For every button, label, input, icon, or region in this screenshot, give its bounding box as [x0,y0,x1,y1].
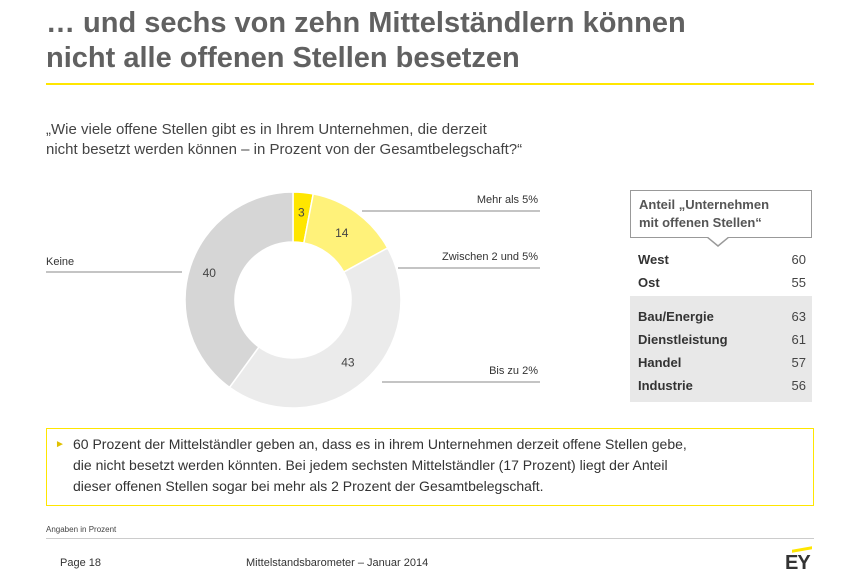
title-divider [46,83,814,85]
region-label: Ost [638,275,660,290]
donut-slice [184,191,294,389]
region-row-ost: Ost 55 [630,271,812,294]
footer-divider [46,538,814,539]
slice-value-label: 40 [203,266,217,280]
sector-row-handel: Handel 57 [630,351,812,374]
slice-category-label: Bis zu 2% [489,365,538,377]
survey-question-line2: nicht besetzt werden können – in Prozent… [46,141,523,158]
sector-table: Bau/Energie 63 Dienstleistung 61 Handel … [630,296,812,402]
sector-value: 61 [791,332,806,347]
summary-text: 60 Prozent der Mittelständler geben an, … [73,434,687,497]
region-value: 55 [791,275,806,290]
region-row-west: West 60 [630,248,812,271]
sector-value: 56 [791,378,806,393]
side-panel-header: Anteil „Unternehmen mit offenen Stellen“ [630,190,812,238]
summary-line1: 60 Prozent der Mittelständler geben an, … [73,436,687,452]
footnote: Angaben in Prozent [46,525,117,534]
survey-question-line1: „Wie viele offene Stellen gibt es in Ihr… [46,121,487,138]
sector-row-industrie: Industrie 56 [630,374,812,397]
sector-row-dienstleistung: Dienstleistung 61 [630,328,812,351]
side-panel-header-line2: mit offenen Stellen“ [639,215,762,230]
sector-value: 57 [791,355,806,370]
sector-label: Industrie [638,378,693,393]
sector-value: 63 [791,309,806,324]
slice-value-label: 3 [298,205,305,219]
slice-category-label: Mehr als 5% [477,194,538,206]
ey-logo: EY [785,552,811,574]
slice-category-label: Keine [46,256,74,268]
region-table: West 60 Ost 55 [630,248,812,294]
sector-label: Handel [638,355,682,370]
region-value: 60 [791,252,806,267]
page-number: Page 18 [60,557,101,569]
side-panel-header-line1: Anteil „Unternehmen [639,197,770,212]
footer-title: Mittelstandsbarometer – Januar 2014 [246,557,429,569]
summary-line2: die nicht besetzt werden könnten. Bei je… [73,457,668,473]
region-label: West [638,252,669,267]
donut-slice [228,246,402,409]
side-panel-pointer-fill [707,236,729,245]
slice-value-label: 43 [341,355,355,369]
sector-label: Dienstleistung [638,332,728,347]
page-title-line1: … und sechs von zehn Mittelständlern kön… [46,7,686,39]
page-title-line2: nicht alle offenen Stellen besetzen [46,42,520,74]
slice-category-label: Zwischen 2 und 5% [442,251,538,263]
sector-row-bau-energie: Bau/Energie 63 [630,305,812,328]
summary-line3: dieser offenen Stellen sogar bei mehr al… [73,478,544,494]
summary-box: ► 60 Prozent der Mittelständler geben an… [46,428,814,506]
page-title: … und sechs von zehn Mittelständlern kön… [46,6,686,76]
sector-label: Bau/Energie [638,309,714,324]
survey-question: „Wie viele offene Stellen gibt es in Ihr… [46,120,522,160]
bullet-icon: ► [55,439,65,450]
slice-value-label: 14 [335,226,349,240]
